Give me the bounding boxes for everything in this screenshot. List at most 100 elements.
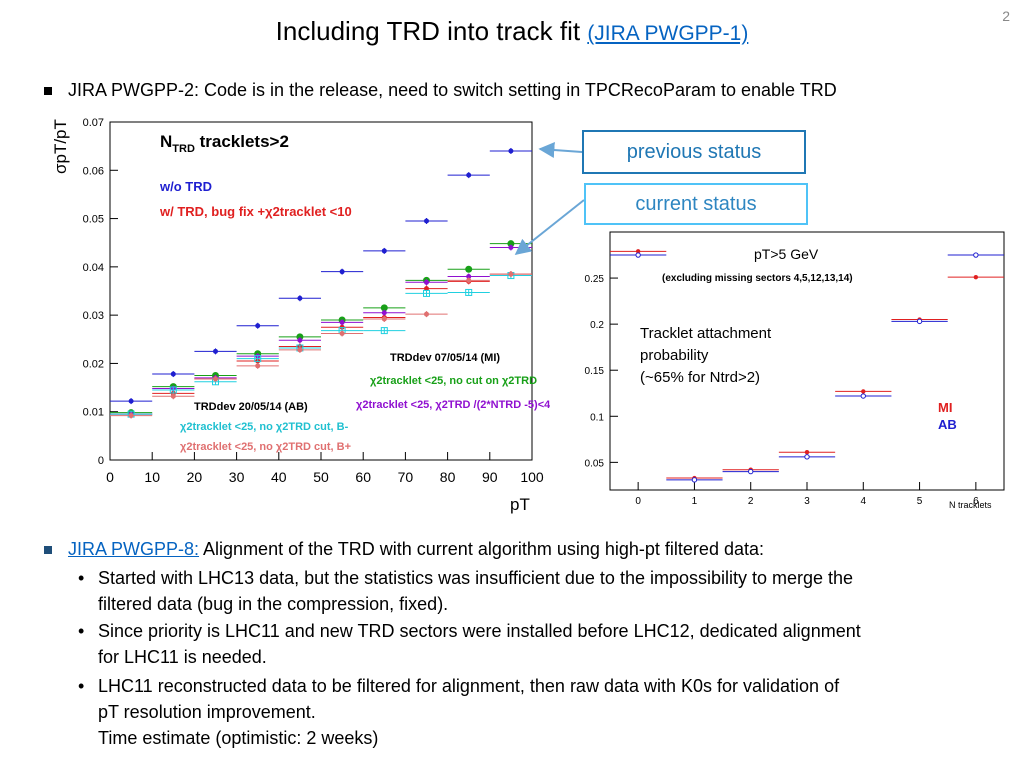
data-point bbox=[508, 245, 514, 251]
data-point bbox=[424, 286, 429, 292]
legend-mi-2: χ2tracklet <25, χ2TRD /(2*NTRD -5)<4 bbox=[356, 399, 550, 411]
arrow-current bbox=[514, 199, 585, 255]
data-point bbox=[255, 363, 261, 369]
chart2-subtitle: (excluding missing sectors 4,5,12,13,14) bbox=[662, 273, 853, 284]
y-tick-label: 0.25 bbox=[585, 274, 605, 285]
chart2-annotation-3: (~65% for Ntrd>2) bbox=[640, 369, 760, 386]
data-point bbox=[297, 347, 303, 353]
data-point bbox=[507, 240, 515, 248]
data-point bbox=[380, 327, 388, 335]
data-point bbox=[973, 274, 979, 280]
x-tick-label: 6 bbox=[973, 496, 979, 507]
y-tick-label: 0.03 bbox=[83, 310, 104, 322]
data-point bbox=[297, 295, 303, 301]
x-tick-label: 2 bbox=[748, 496, 754, 507]
data-point bbox=[297, 337, 303, 343]
y-tick-label: 0.05 bbox=[83, 214, 104, 226]
data-point bbox=[424, 279, 429, 285]
data-point bbox=[128, 413, 134, 419]
data-point bbox=[508, 271, 514, 277]
data-point bbox=[635, 249, 641, 254]
x-tick-label: 10 bbox=[144, 469, 160, 485]
y-tick-label: 0.07 bbox=[83, 117, 104, 129]
square-bullet-icon bbox=[44, 546, 52, 555]
x-tick-label: 3 bbox=[804, 496, 810, 507]
attachment-chart: 0.05 0.1 0.15 0.2 0.25 0 1 2 3 4 5 6 pT>5 GeV (exc… bbox=[585, 231, 1005, 510]
data-point bbox=[465, 288, 473, 296]
x-tick-label: 20 bbox=[187, 469, 203, 485]
sub-bullet-3: • LHC11 reconstructed data to be filtere… bbox=[78, 673, 839, 751]
legend-mi-head: TRDdev 07/05/14 (MI) bbox=[390, 352, 500, 364]
legend-wo-trd: w/o TRD bbox=[159, 179, 212, 194]
legend-w-trd: w/ TRD, bug fix +χ2tracklet <10 bbox=[159, 204, 352, 219]
x-tick-label: 0 bbox=[635, 496, 641, 507]
data-point bbox=[691, 477, 698, 483]
title-text: Including TRD into track fit bbox=[275, 16, 581, 46]
sub-bullet-1: • Started with LHC13 data, but the stati… bbox=[78, 565, 854, 617]
chart2-title: pT>5 GeV bbox=[754, 246, 819, 262]
x-tick-label: 50 bbox=[313, 469, 329, 485]
legend-mi-1: χ2tracklet <25, no cut on χ2TRD bbox=[370, 375, 537, 387]
data-point bbox=[213, 376, 218, 382]
data-point bbox=[424, 218, 429, 224]
bullet-2-text: Alignment of the TRD with current algori… bbox=[199, 539, 764, 559]
x-tick-label: 70 bbox=[398, 469, 414, 485]
title-link[interactable]: (JIRA PWGPP-1) bbox=[587, 22, 749, 45]
chart2-annotation-1: Tracklet attachment bbox=[640, 325, 772, 342]
sub-bullet-2-line-2: for LHC11 is needed. bbox=[98, 647, 267, 667]
callout-current-status: current status bbox=[584, 183, 808, 225]
sub-bullet-1-line-1: Started with LHC13 data, but the statist… bbox=[98, 568, 854, 588]
data-point bbox=[381, 248, 387, 254]
legend-ab-2: χ2tracklet <25, no χ2TRD cut, B+ bbox=[180, 441, 351, 453]
legend-mi: MI bbox=[938, 400, 952, 415]
page-number: 2 bbox=[1002, 8, 1010, 24]
dot-bullet-icon: • bbox=[78, 568, 85, 588]
data-point bbox=[466, 172, 472, 178]
x-tick-label: 40 bbox=[271, 469, 287, 485]
data-point bbox=[381, 316, 387, 322]
jira-pwgpp8-link[interactable]: JIRA PWGPP-8: bbox=[68, 539, 200, 559]
y-tick-label: 0.1 bbox=[590, 412, 604, 423]
x-tick-label: 60 bbox=[355, 469, 371, 485]
resolution-chart: 0 0.01 0.02 0.03 0.04 0.05 0.06 0.07 0 10 20 30 40 5… bbox=[51, 117, 550, 514]
data-point bbox=[424, 311, 429, 317]
data-point bbox=[423, 289, 430, 297]
x-tick-label: 5 bbox=[917, 496, 923, 507]
legend-ab-1: χ2tracklet <25, no χ2TRD cut, B- bbox=[180, 421, 349, 433]
legend-ab-head: TRDdev 20/05/14 (AB) bbox=[194, 401, 308, 413]
data-point bbox=[339, 330, 345, 336]
sub-bullet-3-line-2: pT resolution improvement. bbox=[98, 702, 316, 722]
bullet-1-text: JIRA PWGPP-2: Code is in the release, ne… bbox=[68, 80, 837, 100]
data-point bbox=[861, 389, 866, 394]
bullet-2: JIRA PWGPP-8: Alignment of the TRD with … bbox=[44, 539, 764, 560]
y-axis-label: σpT/pT bbox=[51, 119, 70, 174]
data-point bbox=[128, 398, 134, 404]
data-point bbox=[170, 393, 176, 399]
data-point bbox=[380, 304, 388, 312]
y-tick-label: 0 bbox=[98, 455, 104, 467]
chart2-annotation-2: probability bbox=[640, 347, 709, 364]
data-point bbox=[465, 265, 473, 273]
y-tick-label: 0.2 bbox=[590, 320, 604, 331]
data-point bbox=[973, 252, 979, 258]
data-point bbox=[508, 148, 514, 154]
data-point bbox=[466, 274, 472, 280]
sub-bullet-1-line-2: filtered data (bug in the compression, f… bbox=[98, 594, 449, 614]
data-point bbox=[860, 393, 866, 399]
dot-bullet-icon: • bbox=[78, 621, 85, 641]
legend-ab: AB bbox=[938, 417, 957, 432]
data-point bbox=[381, 310, 387, 316]
data-point bbox=[748, 468, 754, 475]
bullet-1: JIRA PWGPP-2: Code is in the release, ne… bbox=[44, 80, 837, 101]
sub-bullet-2: • Since priority is LHC11 and new TRD se… bbox=[78, 618, 861, 670]
y-tick-label: 0.02 bbox=[83, 358, 104, 370]
y-tick-label: 0.04 bbox=[83, 262, 104, 274]
plot-frame-2 bbox=[609, 231, 1005, 491]
dot-bullet-icon: • bbox=[78, 676, 85, 696]
data-point bbox=[213, 348, 218, 354]
sub-bullet-2-line-1: Since priority is LHC11 and new TRD sect… bbox=[98, 621, 861, 641]
data-point bbox=[466, 277, 472, 283]
data-point bbox=[255, 323, 261, 329]
x-tick-label: 30 bbox=[229, 469, 245, 485]
